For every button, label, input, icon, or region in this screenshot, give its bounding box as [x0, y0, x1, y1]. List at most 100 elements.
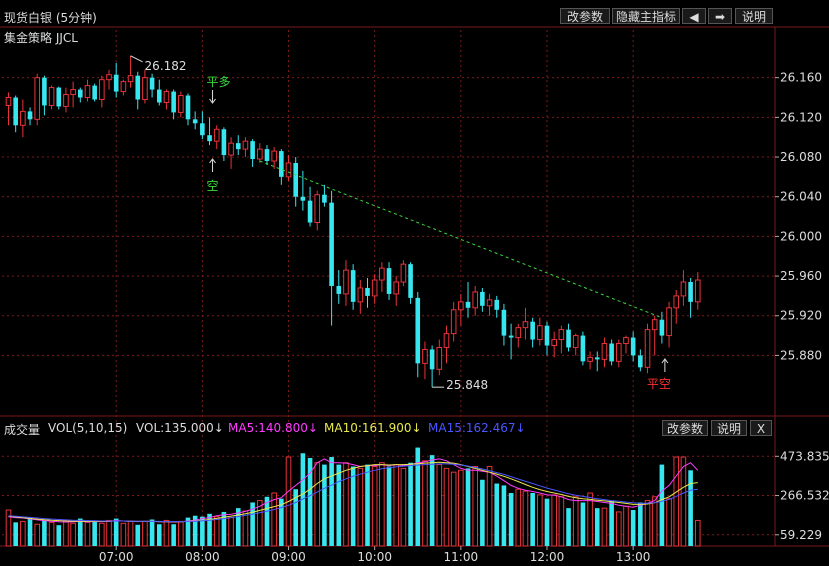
volume-bar [27, 517, 33, 546]
volume-bar [271, 492, 277, 547]
candle-body [20, 110, 26, 126]
volume-bar [501, 485, 507, 546]
volume-bar [616, 511, 622, 547]
volume-params-button[interactable]: 改参数 [662, 420, 708, 436]
candle-body [142, 77, 148, 101]
hide-indicator-button[interactable]: 隐藏主指标 [612, 8, 680, 24]
help-button[interactable]: 说明 [735, 8, 773, 24]
volume-bar [443, 467, 450, 547]
candle-body [300, 196, 306, 201]
volume-bar [242, 510, 249, 547]
change-params-button[interactable]: 改参数 [560, 8, 610, 24]
candle-body [250, 141, 255, 160]
volume-bar [508, 493, 514, 546]
volume-bar [48, 521, 55, 547]
volume-bar [458, 469, 464, 547]
scroll-right-button[interactable]: ➡ [708, 8, 732, 24]
candle-body [386, 268, 392, 294]
signal-up-arrowhead-2 [661, 358, 669, 364]
candle-body [609, 343, 614, 362]
volume-bar [365, 464, 370, 546]
volume-bar [228, 517, 234, 547]
candle-body [365, 287, 370, 296]
candle-body [465, 301, 471, 308]
scroll-left-button[interactable]: ◀ [682, 8, 706, 24]
volume-bar [5, 509, 12, 547]
candle-body [307, 200, 313, 223]
time-tick-label: 11:00 [444, 550, 479, 564]
signal-close-short-label: 平空 [647, 377, 671, 391]
volume-bar [63, 519, 69, 547]
candle-body [458, 301, 464, 311]
volume-help-button[interactable]: 说明 [711, 420, 747, 436]
candle-body [178, 95, 184, 113]
volume-bar [13, 522, 18, 546]
candle-body [616, 343, 622, 362]
volume-panel-label: 成交量 [4, 423, 41, 437]
volume-bar [494, 483, 500, 546]
volume-bar [371, 466, 378, 547]
price-tick-label: 26.080 [780, 150, 822, 164]
volume-bar [314, 462, 321, 547]
volume-bar [350, 466, 356, 546]
candle-body [673, 295, 680, 309]
high-marker [130, 55, 143, 63]
candle-body [580, 335, 586, 362]
candle-body [659, 319, 665, 336]
candle-body [651, 319, 658, 331]
candle-body [228, 142, 234, 156]
volume-bar [20, 520, 26, 547]
volume-bar [601, 507, 608, 547]
candle-body [200, 123, 205, 136]
candle-body [271, 150, 277, 162]
volume-close-button[interactable]: X [750, 420, 772, 436]
candle-body [508, 335, 514, 338]
candle-body [429, 349, 435, 370]
candle-body [551, 339, 557, 347]
candle-body [63, 94, 69, 107]
candle-body [530, 321, 535, 340]
price-tick-label: 25.880 [780, 348, 822, 362]
candle-body [587, 356, 593, 362]
candle-body [78, 89, 83, 98]
candle-body [113, 74, 119, 92]
time-tick-label: 07:00 [99, 550, 134, 564]
volume-bar [630, 510, 636, 546]
volume-bar [566, 508, 571, 546]
volume-bar [400, 467, 407, 547]
volume-bar [106, 519, 112, 547]
volume-bar [694, 519, 701, 547]
candle-body [27, 111, 33, 120]
candle-body [594, 357, 600, 360]
volume-bar [200, 516, 205, 546]
volume-bar [415, 447, 421, 546]
volume-bar [307, 457, 313, 546]
volume-bar [207, 513, 212, 546]
volume-bar [357, 467, 364, 547]
candle-body [601, 343, 608, 360]
volume-bar [436, 464, 443, 547]
volume-bar [480, 479, 485, 546]
price-tick-label: 26.120 [780, 110, 822, 124]
volume-bar [78, 518, 83, 546]
volume-bar [293, 489, 298, 546]
volume-bar [149, 519, 155, 546]
candle-body [42, 77, 47, 106]
volume-bar [99, 522, 105, 547]
volume-bar [522, 490, 529, 547]
candle-body [99, 79, 105, 101]
low-label: 25.848 [446, 378, 488, 392]
volume-bar [587, 492, 593, 547]
price-tick-label: 26.040 [780, 190, 822, 204]
volume-bar [422, 460, 428, 547]
volume-tick-label: 59.229 [780, 528, 822, 542]
candle-body [314, 194, 321, 223]
volume-bar [34, 523, 41, 547]
candle-body [558, 329, 565, 341]
candle-body [415, 297, 421, 364]
candle-body [572, 335, 579, 348]
candle-body [544, 325, 550, 346]
volume-bar [408, 462, 413, 546]
candle-body [343, 269, 349, 295]
candle-body [666, 307, 672, 337]
